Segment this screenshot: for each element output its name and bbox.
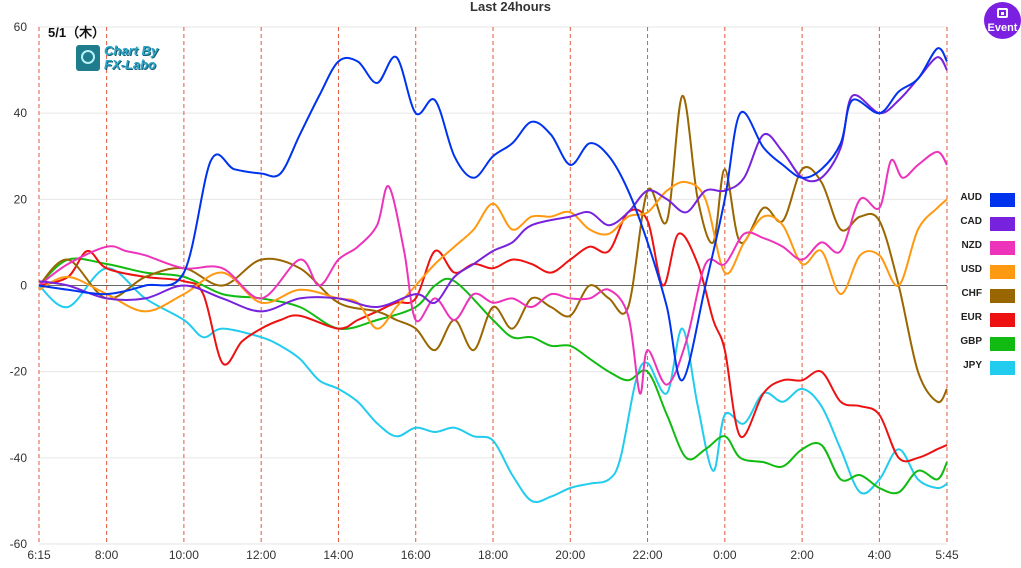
legend-item-nzd[interactable]: NZD [961,239,1021,263]
legend-label: CAD [960,216,982,227]
x-tick-label: 5:45 [935,548,959,562]
x-tick-label: 8:00 [95,548,119,562]
legend-swatch [990,265,1015,279]
legend-label: NZD [961,240,982,251]
x-tick-label: 14:00 [323,548,353,562]
series-line-usd [38,180,948,330]
y-axis-ticks: -60 -40 -20 0 20 40 60 [10,20,28,551]
legend-label: JPY [963,360,982,371]
logo-line1: Chart By [104,43,159,58]
legend-item-usd[interactable]: USD [960,263,1021,287]
legend-item-gbp[interactable]: GBP [960,335,1021,359]
legend-label: USD [960,264,982,275]
chart-title: Last 24hours [470,0,551,14]
y-tick-label: 60 [14,20,28,34]
y-tick-label: 40 [14,106,28,120]
legend-label: CHF [961,288,982,299]
y-tick-label: -40 [10,451,28,465]
x-tick-label: 20:00 [555,548,585,562]
x-tick-label: 2:00 [790,548,814,562]
legend-swatch [990,241,1015,255]
x-tick-label: 18:00 [478,548,508,562]
calendar-icon [997,8,1008,18]
x-tick-label: 22:00 [633,548,663,562]
x-tick-label: 6:15 [27,548,51,562]
y-tick-label: -60 [10,537,28,551]
series-line-nzd [38,150,948,395]
x-tick-label: 0:00 [713,548,737,562]
x-tick-label: 12:00 [246,548,276,562]
legend-swatch [990,313,1015,327]
event-button-label: Event [987,22,1018,34]
x-tick-label: 4:00 [868,548,892,562]
series-line-eur [38,208,948,463]
legend-swatch [990,289,1015,303]
legend-label: GBP [960,336,982,347]
series-line-gbp [38,257,948,495]
series-line-chf [38,94,948,404]
series-lines [38,47,948,504]
x-tick-label: 16:00 [401,548,431,562]
x-axis-ticks: 6:15 8:00 10:00 12:00 14:00 16:00 18:00 20:00 22… [27,548,959,562]
y-tick-label: 0 [20,279,27,293]
event-button[interactable]: Event [984,2,1021,39]
legend-item-cad[interactable]: CAD [960,215,1021,239]
legend-swatch [990,193,1015,207]
legend-item-chf[interactable]: CHF [961,287,1021,311]
date-label: 5/1（木） [48,25,106,40]
y-tick-label: 20 [14,192,28,206]
series-line-cad [38,56,948,313]
legend-item-aud[interactable]: AUD [960,191,1021,215]
legend-label: AUD [960,192,982,203]
y-tick-label: -20 [10,365,28,379]
x-tick-label: 10:00 [169,548,199,562]
logo-line2: FX-Labo [104,57,156,72]
logo-icon [76,45,100,71]
series-line-jpy [38,267,948,504]
legend-item-eur[interactable]: EUR [960,311,1021,335]
legend-item-jpy[interactable]: JPY [962,359,1021,383]
legend-swatch [990,337,1015,351]
legend-swatch [990,217,1015,231]
series-line-aud [38,47,948,382]
legend-swatch [990,361,1015,375]
chart-legend: AUD CAD NZD USD CHF EUR GBP JPY [960,191,1021,383]
brand-logo: Chart By FX-Labo [76,44,176,74]
legend-label: EUR [960,312,982,323]
